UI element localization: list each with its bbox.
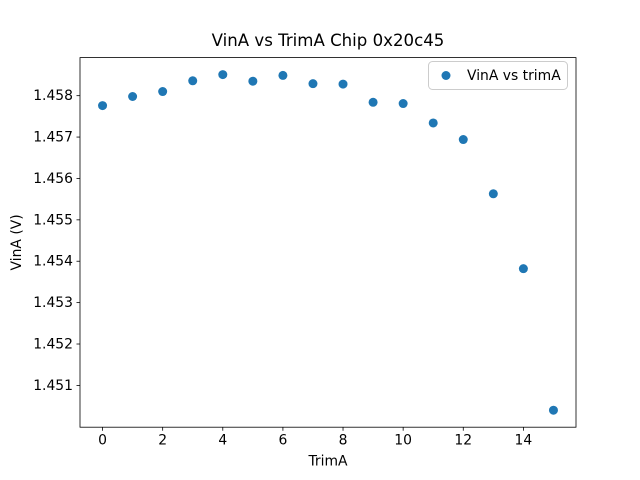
x-axis-label: TrimA: [307, 454, 348, 470]
x-tick-label: 14: [515, 433, 533, 449]
x-tick-label: 8: [339, 433, 348, 449]
legend-box: [428, 61, 568, 90]
data-point: [518, 264, 528, 274]
data-point: [548, 405, 558, 415]
data-point: [128, 92, 138, 102]
y-tick-label: 1.451: [33, 378, 73, 394]
y-tick-label: 1.455: [33, 212, 73, 228]
x-axis-ticks: 0 2 4 6 8 10 12 14: [98, 427, 532, 449]
legend: VinA vs trimA: [428, 61, 568, 90]
data-point: [308, 79, 318, 89]
y-tick-label: 1.452: [33, 336, 73, 352]
x-tick-label: 4: [218, 433, 227, 449]
plot-frame: [79, 57, 577, 428]
y-tick-label: 1.456: [33, 171, 73, 187]
data-point: [278, 70, 288, 80]
x-tick-label: 2: [158, 433, 167, 449]
data-point: [398, 99, 408, 109]
plot-title: VinA vs TrimA Chip 0x20c45: [212, 31, 445, 50]
y-tick-label: 1.458: [33, 88, 73, 104]
legend-label: VinA vs trimA: [467, 68, 561, 84]
data-points: [98, 70, 558, 415]
data-point: [458, 135, 468, 145]
data-point: [158, 87, 168, 97]
data-point: [98, 101, 108, 111]
y-tick-label: 1.453: [33, 295, 73, 311]
y-tick-label: 1.454: [33, 254, 73, 270]
data-point: [488, 189, 498, 199]
data-point: [338, 79, 348, 89]
legend-marker-icon: [441, 71, 451, 80]
data-point: [188, 76, 198, 86]
x-tick-label: 10: [394, 433, 412, 449]
y-axis-label: VinA (V): [9, 214, 25, 270]
data-point: [218, 70, 228, 80]
data-point: [428, 118, 438, 128]
data-point: [248, 76, 258, 86]
y-axis-ticks: 1.451 1.452 1.453 1.454 1.455 1.456 1.457 1.458: [33, 88, 80, 394]
x-tick-label: 6: [278, 433, 287, 449]
x-tick-label: 12: [454, 433, 472, 449]
data-point: [368, 97, 378, 107]
y-tick-label: 1.457: [33, 130, 73, 146]
x-tick-label: 0: [98, 433, 107, 449]
